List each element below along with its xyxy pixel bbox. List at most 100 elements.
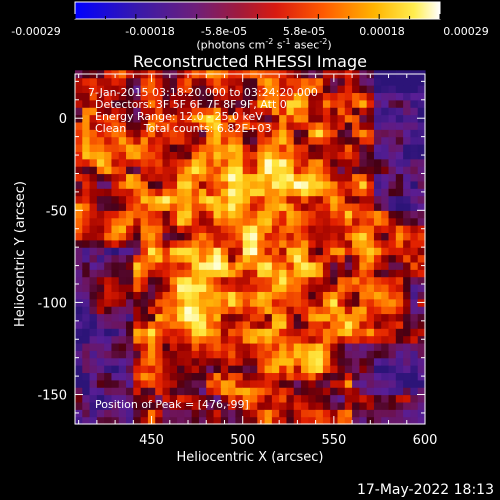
heatmap-cell [352,173,360,182]
heatmap-cell [235,254,244,263]
heatmap-cell [279,136,288,145]
heatmap-cell [191,202,200,211]
heatmap-cell [118,379,127,388]
heatmap-cell [315,357,324,366]
heatmap-cell [82,387,91,396]
heatmap-cell [111,342,120,351]
heatmap-cell [104,144,113,152]
heatmap-cell [184,225,193,234]
heatmap-cell [228,173,237,182]
heatmap-cell [177,350,185,359]
heatmap-cell [388,269,397,278]
heatmap-cell [322,239,331,248]
heatmap-cell [293,225,302,234]
heatmap-cell [89,166,98,175]
heatmap-cell [322,114,331,123]
heatmap-cell [344,409,353,418]
heatmap-cell [111,114,120,123]
heatmap-cell [235,232,244,241]
heatmap-cell [410,239,419,248]
heatmap-cell [177,372,185,381]
heatmap-cell [410,372,419,381]
heatmap-cell [373,85,382,94]
heatmap-cell [388,180,397,189]
heatmap-cell [162,269,171,278]
heatmap-cell [96,195,105,204]
heatmap-cell [169,99,178,108]
heatmap-cell [191,136,200,145]
heatmap-cell [228,121,237,130]
heatmap-cell [118,261,127,270]
heatmap-cell [213,269,222,278]
heatmap-cell [366,379,375,388]
heatmap-cell [286,114,295,123]
heatmap-cell [213,261,222,270]
heatmap-cell [177,298,185,307]
heatmap-cell [395,217,404,226]
heatmap-cell [177,144,185,152]
heatmap-cell [322,328,331,337]
heatmap-cell [169,225,178,234]
heatmap-cell [133,335,142,344]
heatmap-cell [169,335,178,344]
heatmap-cell [169,357,178,366]
heatmap-cell [191,276,200,285]
heatmap-cell [184,409,193,418]
heatmap-cell [206,335,215,344]
heatmap-cell [344,85,353,94]
heatmap-cell [177,232,185,241]
heatmap-cell [220,394,229,403]
heatmap-cell [403,195,412,204]
heatmap-cell [96,129,105,138]
heatmap-cell [235,107,244,116]
heatmap-cell [395,173,404,182]
heatmap-cell [118,180,127,189]
heatmap-cell [140,320,149,329]
heatmap-cell [373,416,382,425]
heatmap-cell [118,342,127,351]
heatmap-cell [242,269,251,278]
heatmap-cell [373,379,382,388]
heatmap-cell [359,401,368,410]
heatmap-cell [250,254,258,263]
heatmap-cell [220,320,229,329]
heatmap-cell [235,365,244,374]
heatmap-cell [271,401,280,410]
heatmap-cell [381,217,390,226]
heatmap-cell [89,357,98,366]
heatmap-cell [286,379,295,388]
heatmap-cell [206,269,215,278]
heatmap-cell [184,313,193,322]
heatmap-cell [410,276,419,285]
heatmap-cell [417,313,426,322]
heatmap-cell [104,350,113,359]
heatmap-cell [410,350,419,359]
heatmap-cell [381,136,390,145]
heatmap-cell [286,320,295,329]
heatmap-cell [213,107,222,116]
heatmap-cell [352,284,360,292]
heatmap-cell [198,372,207,381]
heatmap-cell [155,144,164,152]
heatmap-cell [111,379,120,388]
heatmap-cell [271,379,280,388]
heatmap-cell [344,261,353,270]
heatmap-cell [410,269,419,278]
heatmap-cell [82,298,91,307]
heatmap-cell [308,158,317,167]
heatmap-cell [410,365,419,374]
heatmap-cell [344,144,353,152]
heatmap-cell [250,77,258,86]
heatmap-cell [330,394,339,403]
heatmap-cell [147,210,156,219]
heatmap-cell [198,416,207,425]
heatmap-cell [330,210,339,219]
heatmap-cell [118,173,127,182]
heatmap-cell [359,92,368,101]
heatmap-cell [235,342,244,351]
heatmap-cell [162,92,171,101]
heatmap-cell [89,121,98,130]
heatmap-cell [330,107,339,116]
heatmap-cell [89,195,98,204]
heatmap-cell [264,188,273,197]
